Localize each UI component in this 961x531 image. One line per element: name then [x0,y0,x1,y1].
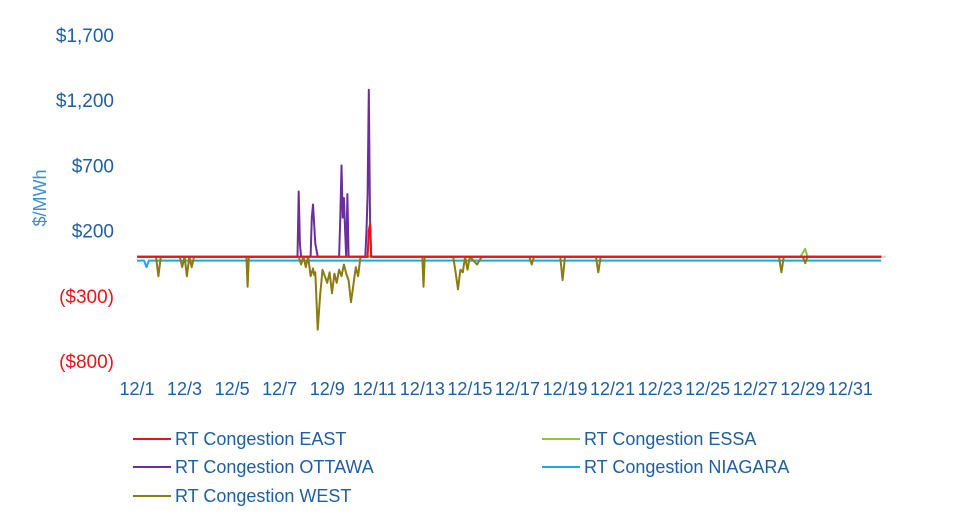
legend-label: RT Congestion NIAGARA [584,457,789,477]
y-tick-label: ($800) [59,352,114,373]
x-tick-label: 12/7 [262,379,297,399]
x-tick-label: 12/17 [495,379,540,399]
x-tick-label: 12/21 [590,379,635,399]
legend: RT Congestion EAST RT Congestion ESSA RT C… [133,429,789,506]
series-lines [137,88,886,331]
x-tick-label: 12/11 [353,379,397,399]
x-tick-label: 12/23 [638,379,683,399]
series-line-rt-congestion-essa [137,247,882,258]
x-tick-label: 12/9 [310,379,345,399]
legend-label: RT Congestion WEST [175,486,351,506]
legend-item: RT Congestion ESSA [542,429,756,449]
y-axis-ticks: $1,700 $1,200 $700 $200 ($300) ($800) [56,26,114,373]
legend-label: RT Congestion EAST [175,429,346,449]
y-tick-label: $200 [72,222,114,243]
series-line-rt-congestion-ottawa [137,88,882,258]
x-tick-label: 12/3 [167,379,202,399]
x-tick-label: 12/25 [685,379,730,399]
x-tick-label: 12/31 [828,379,873,399]
y-tick-label: $700 [72,156,114,177]
legend-label: RT Congestion ESSA [584,429,756,449]
legend-item: RT Congestion EAST [133,429,346,449]
x-tick-label: 12/5 [215,379,250,399]
legend-label: RT Congestion OTTAWA [175,457,374,477]
x-tick-label: 12/19 [542,379,587,399]
y-axis-label: $/MWh [30,169,50,226]
x-tick-label: 12/27 [733,379,778,399]
series-line-rt-congestion-niagara [137,259,882,269]
legend-item: RT Congestion NIAGARA [542,457,789,477]
x-axis-ticks: 12/1 12/3 12/5 12/7 12/9 12/11 12/13 12/15 12/17… [119,379,872,399]
legend-item: RT Congestion OTTAWA [133,457,374,477]
x-tick-label: 12/1 [119,379,154,399]
legend-item: RT Congestion WEST [133,486,351,506]
series-line-rt-congestion-west [137,255,882,331]
x-tick-label: 12/13 [400,379,445,399]
y-tick-label: $1,200 [56,91,114,112]
y-tick-label: ($300) [59,287,114,308]
series-line-rt-congestion-east [137,223,882,258]
x-tick-label: 12/15 [447,379,492,399]
x-tick-label: 12/29 [780,379,825,399]
y-tick-label: $1,700 [56,26,114,47]
